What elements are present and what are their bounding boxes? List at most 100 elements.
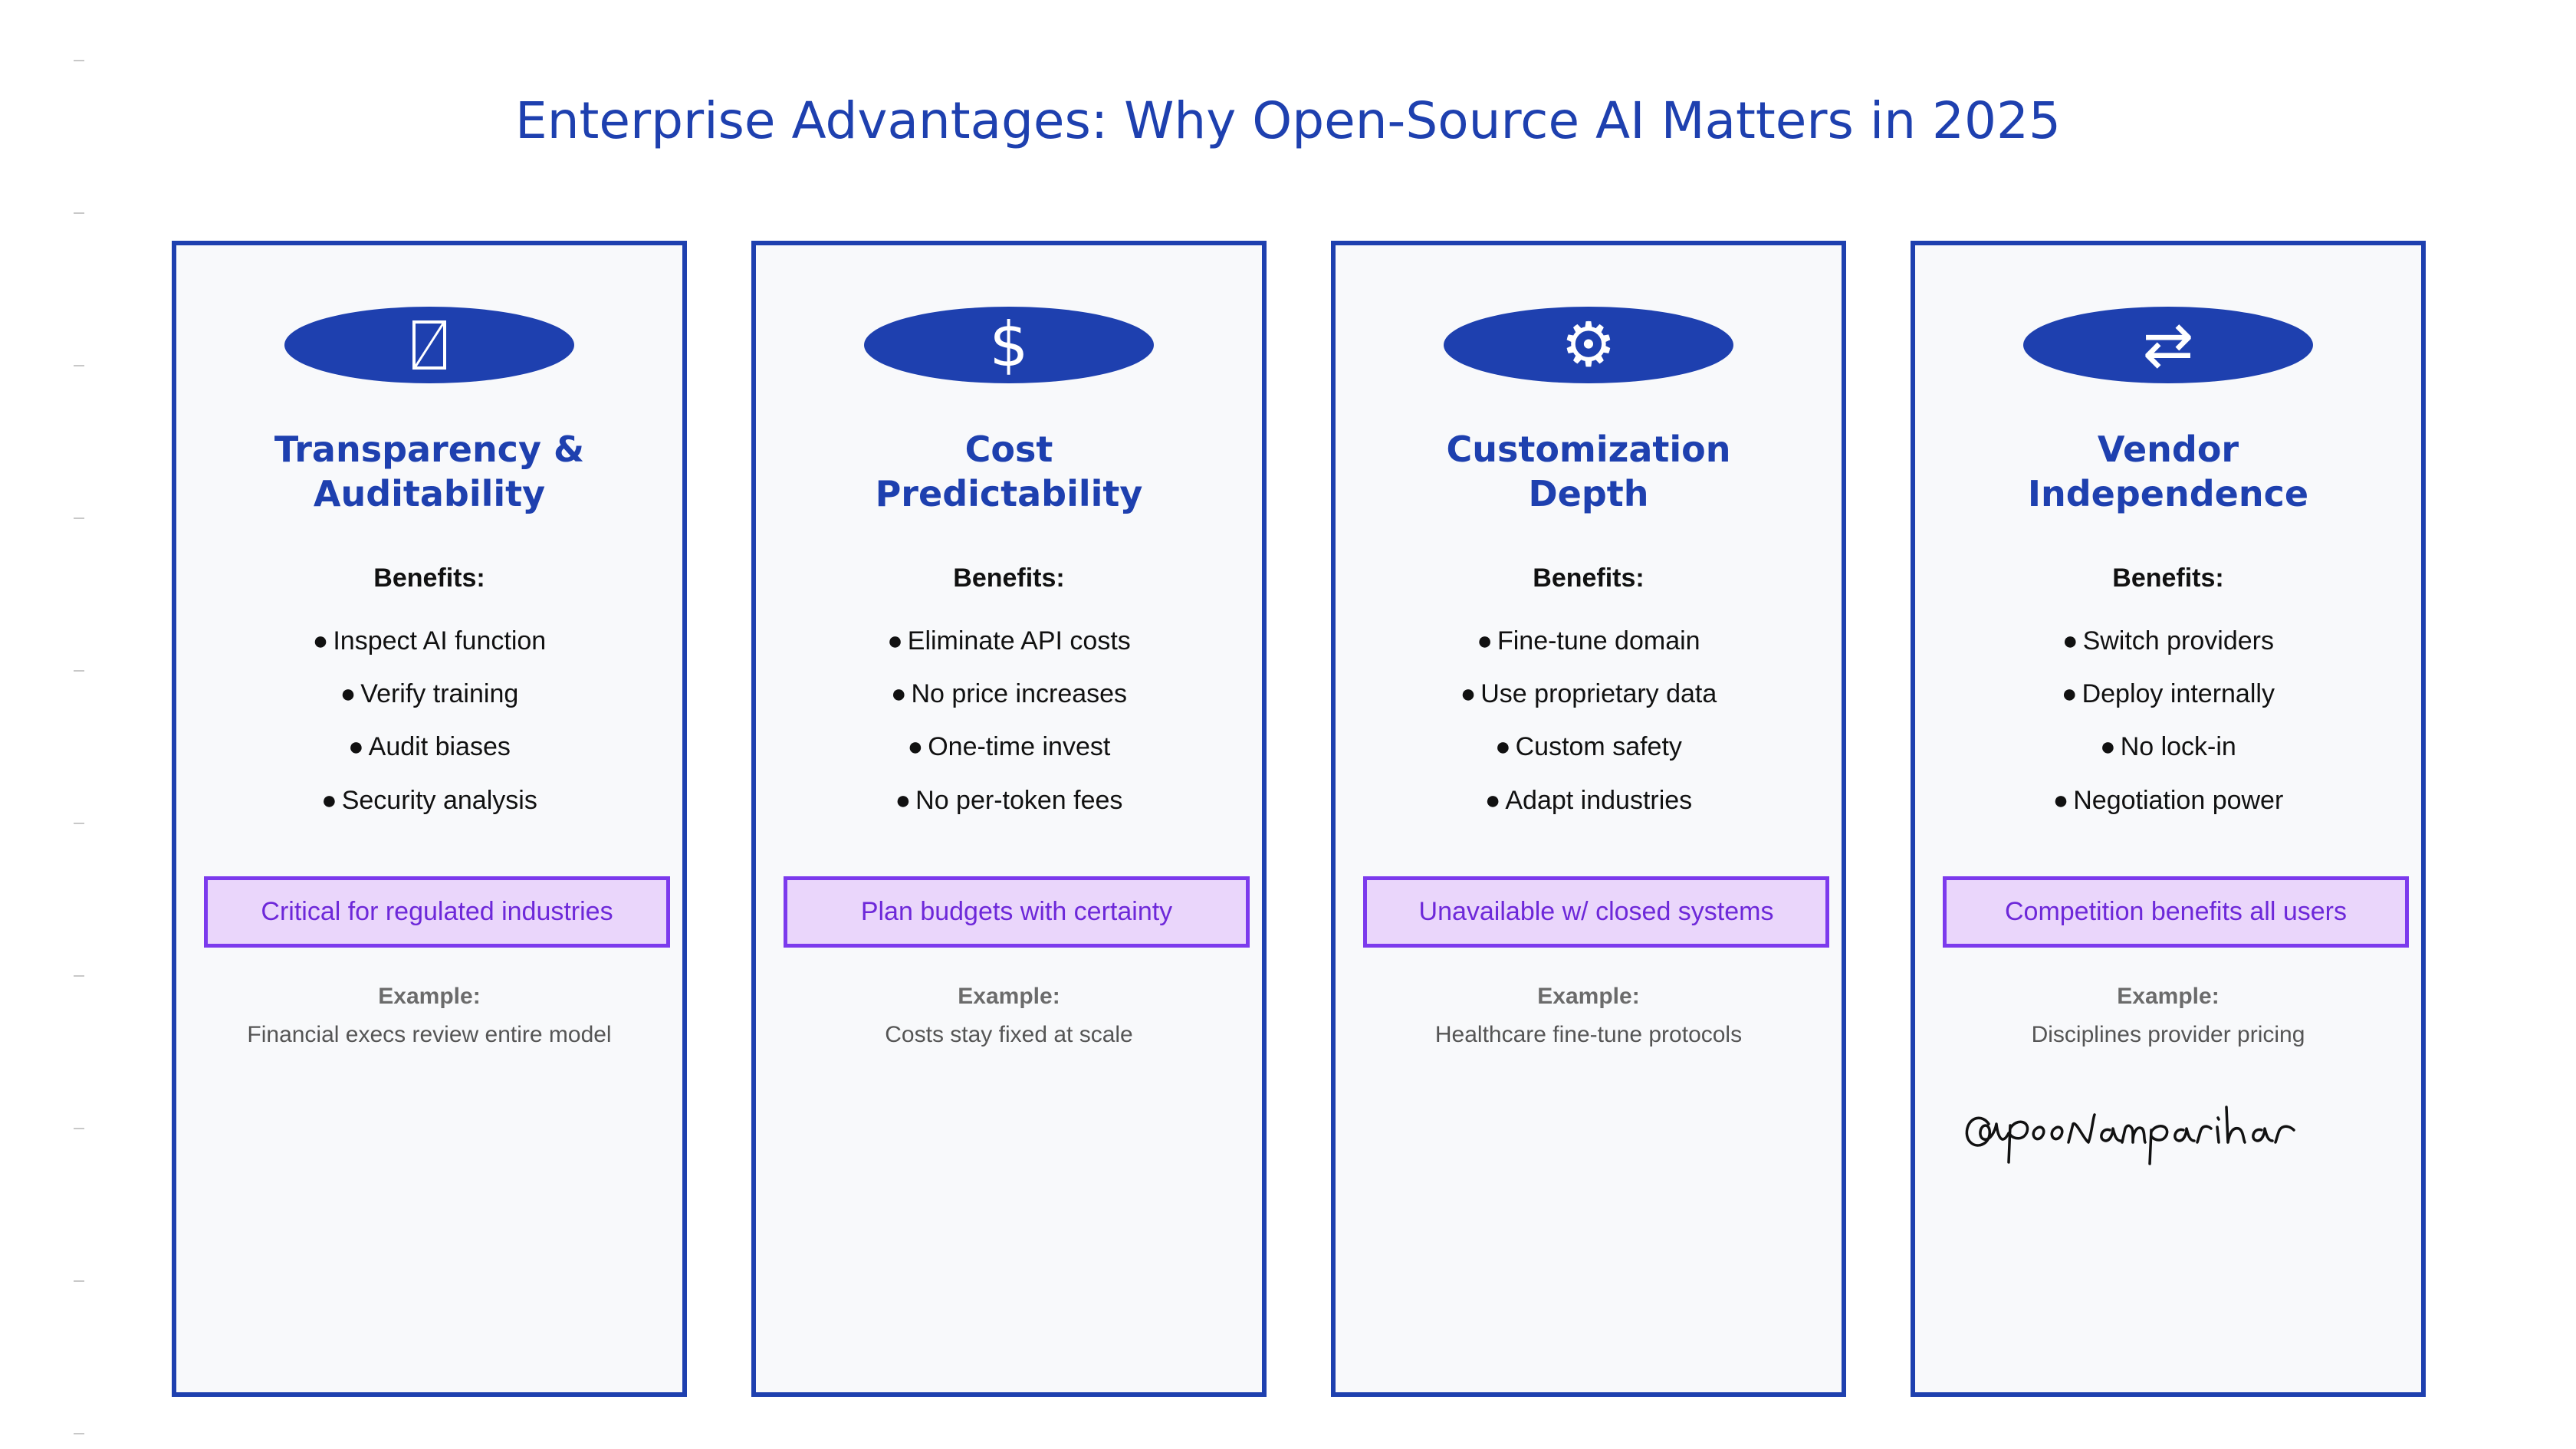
benefit-item: ● No per-token fees (756, 784, 1262, 817)
benefit-text: Inspect AI function (333, 626, 547, 656)
benefit-item: ● Verify training (176, 677, 682, 711)
benefit-text: No lock-in (2120, 732, 2236, 761)
benefit-text: Adapt industries (1505, 786, 1693, 815)
benefit-item: ● Inspect AI function (176, 624, 682, 658)
card-customization: ⚙ Customization Depth Benefits: ● Fine-tu… (1331, 241, 1846, 1397)
benefit-item: ● Switch providers (1915, 624, 2421, 658)
margin-tick (74, 975, 84, 977)
icon-ellipse (1444, 307, 1733, 383)
bullet-icon: ● (1460, 679, 1477, 708)
card-title-line1: Vendor (2097, 429, 2239, 470)
benefit-text: Switch providers (2082, 626, 2274, 656)
bullet-icon: ● (887, 626, 903, 656)
benefit-item: ● Security analysis (176, 784, 682, 817)
highlight-box: Unavailable w/ closed systems (1363, 876, 1829, 948)
benefit-text: Deploy internally (2082, 679, 2275, 708)
benefit-text: Fine-tune domain (1497, 626, 1700, 656)
icon-ellipse (2023, 307, 2313, 383)
icon-badge: $ (756, 307, 1262, 383)
bullet-icon: ● (890, 679, 907, 708)
benefit-text: Security analysis (341, 786, 537, 815)
card-vendor: ⇄ Vendor Independence Benefits: ● Switch … (1911, 241, 2426, 1397)
margin-tick (74, 1280, 84, 1282)
bullet-icon: ● (340, 679, 356, 708)
margin-tick (74, 1433, 84, 1434)
example-label: Example: (378, 984, 481, 1009)
bullet-icon: ● (895, 786, 912, 815)
benefit-text: Audit biases (368, 732, 511, 761)
highlight-box: Competition benefits all users (1943, 876, 2409, 948)
benefit-item: ● Negotiation power (1915, 784, 2421, 817)
card-title: Transparency & Auditability (176, 427, 682, 516)
benefit-item: ● Audit biases (176, 730, 682, 764)
bullet-icon: ● (2100, 732, 2116, 761)
handwritten-signature (1965, 1106, 2295, 1165)
benefit-text: Custom safety (1515, 732, 1682, 761)
bullet-icon: ● (907, 732, 924, 761)
card-title-line2: Depth (1528, 473, 1649, 514)
card-title-line2: Predictability (875, 473, 1143, 514)
benefit-item: ● No price increases (756, 677, 1262, 711)
benefit-item: ● Fine-tune domain (1336, 624, 1842, 658)
bullet-icon: ● (321, 786, 337, 815)
margin-tick (74, 212, 84, 214)
highlight-box: Critical for regulated industries (204, 876, 670, 948)
icon-badge (176, 307, 682, 383)
gear-icon: ⚙ (1561, 309, 1616, 380)
benefit-item: ● No lock-in (1915, 730, 2421, 764)
margin-tick (74, 823, 84, 824)
example-text: Costs stay fixed at scale (885, 1022, 1133, 1047)
bullet-icon: ● (2052, 786, 2069, 815)
example-label: Example: (958, 984, 1060, 1009)
benefit-text: Negotiation power (2073, 786, 2284, 815)
benefit-item: ● Use proprietary data (1336, 677, 1842, 711)
benefit-item: ● Eliminate API costs (756, 624, 1262, 658)
swap-arrows-icon: ⇄ (2142, 309, 2194, 380)
icon-ellipse (864, 307, 1154, 383)
icon-badge: ⚙ (1336, 307, 1842, 383)
benefits-label: Benefits: (2112, 564, 2224, 593)
benefit-item: ● Custom safety (1336, 730, 1842, 764)
benefit-item: ● One-time invest (756, 730, 1262, 764)
margin-tick (74, 1128, 84, 1129)
benefits-label: Benefits: (373, 564, 485, 593)
bullet-icon: ● (2062, 626, 2078, 656)
example-text: Disciplines provider pricing (2031, 1022, 2305, 1047)
card-title: Vendor Independence (1915, 427, 2421, 516)
benefit-text: Eliminate API costs (907, 626, 1131, 656)
benefit-item: ● Deploy internally (1915, 677, 2421, 711)
card-title: Cost Predictability (756, 427, 1262, 516)
example-text: Financial execs review entire model (247, 1022, 612, 1047)
card-transparency: Transparency & Auditability Benefits: ● I… (172, 241, 687, 1397)
card-title: Customization Depth (1336, 427, 1842, 516)
benefit-text: No per-token fees (915, 786, 1123, 815)
bullet-icon: ● (1495, 732, 1511, 761)
benefit-text: No price increases (911, 679, 1128, 708)
benefits-label: Benefits: (953, 564, 1065, 593)
dollar-icon: $ (989, 309, 1029, 380)
slashed-box-icon (412, 320, 447, 370)
example-text: Healthcare fine-tune protocols (1434, 1022, 1743, 1047)
margin-tick (74, 60, 84, 61)
example-label: Example: (2117, 984, 2220, 1009)
benefit-item: ● Adapt industries (1336, 784, 1842, 817)
card-title-line1: Customization (1446, 429, 1731, 470)
bullet-icon: ● (1484, 786, 1501, 815)
bullet-icon: ● (348, 732, 364, 761)
card-title-line1: Cost (964, 429, 1053, 470)
card-title-line2: Independence (2027, 473, 2309, 514)
margin-tick (74, 518, 84, 519)
example-label: Example: (1537, 984, 1640, 1009)
benefit-text: One-time invest (928, 732, 1111, 761)
margin-tick (74, 365, 84, 366)
bullet-icon: ● (312, 626, 329, 656)
highlight-box: Plan budgets with certainty (784, 876, 1250, 948)
bullet-icon: ● (2062, 679, 2078, 708)
benefit-text: Verify training (360, 679, 519, 708)
card-title-line1: Transparency & (274, 429, 585, 470)
margin-tick (74, 670, 84, 672)
page-title: Enterprise Advantages: Why Open-Source A… (515, 91, 2061, 150)
card-title-line2: Auditability (313, 473, 546, 514)
card-cost: $ Cost Predictability Benefits: ● Elimina… (751, 241, 1267, 1397)
icon-badge: ⇄ (1915, 307, 2421, 383)
